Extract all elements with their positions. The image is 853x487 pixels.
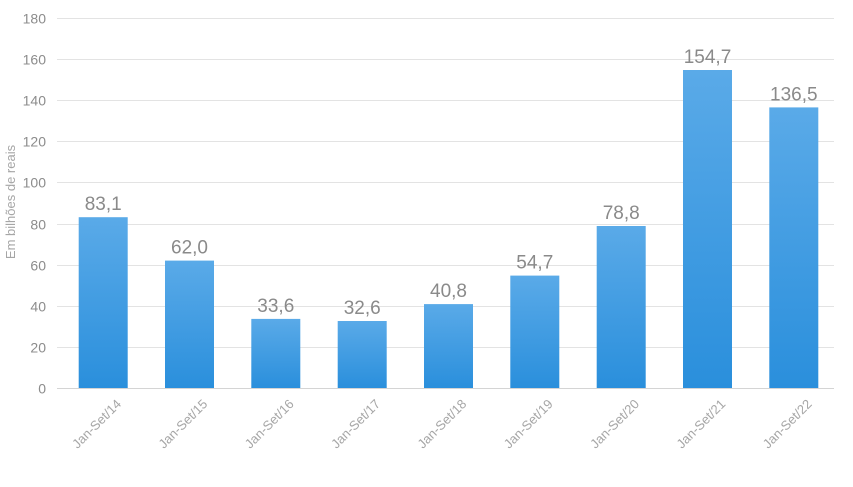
data-label: 62,0 [171, 238, 208, 259]
y-tick-label: 140 [23, 93, 47, 109]
x-tick-label: Jan-Set/15 [155, 396, 210, 451]
bar [596, 226, 646, 388]
data-label: 154,7 [684, 47, 732, 68]
y-tick-label: 120 [23, 134, 47, 150]
data-label: 78,8 [603, 203, 640, 224]
y-tick-label: 60 [30, 258, 46, 274]
data-label: 54,7 [516, 253, 553, 274]
x-tick-label: Jan-Set/14 [69, 396, 124, 451]
bar [424, 304, 473, 388]
bar [769, 107, 819, 389]
bar [251, 318, 301, 388]
bar [78, 217, 128, 388]
data-label: 33,6 [257, 296, 294, 317]
x-tick-label: Jan-Set/17 [328, 396, 383, 451]
y-tick-label: 40 [30, 299, 46, 315]
x-tick-label: Jan-Set/22 [760, 396, 815, 451]
data-label: 40,8 [430, 281, 467, 302]
y-tick-label: 20 [30, 340, 46, 356]
x-tick-label: Jan-Set/20 [587, 396, 642, 451]
data-labels: 83,1 62,0 33,6 32,6 40,8 54,7 78,8 154,7 136,5 [85, 47, 818, 319]
x-tick-label: Jan-Set/18 [414, 396, 469, 451]
data-label: 136,5 [770, 84, 818, 105]
x-tick-label: Jan-Set/21 [673, 396, 728, 451]
bar [510, 275, 560, 388]
y-tick-label: 0 [38, 381, 46, 397]
y-tick-label: 160 [23, 52, 47, 68]
x-tick-label: Jan-Set/19 [501, 396, 556, 451]
bar [165, 260, 214, 388]
y-tick-label: 180 [23, 11, 47, 27]
bars [78, 70, 819, 389]
bar [337, 321, 387, 388]
y-axis-ticks: 0 20 40 60 80 100 120 140 160 180 [23, 11, 47, 397]
bar [683, 70, 732, 388]
data-label: 32,6 [344, 298, 381, 319]
x-tick-label: Jan-Set/16 [242, 396, 297, 451]
y-axis-label: Em bilhões de reais [3, 144, 18, 259]
x-axis-ticks: Jan-Set/14 Jan-Set/15 Jan-Set/16 Jan-Set/17… [69, 396, 815, 451]
data-label: 83,1 [85, 194, 122, 215]
y-tick-label: 100 [23, 175, 47, 191]
y-tick-label: 80 [30, 217, 46, 233]
